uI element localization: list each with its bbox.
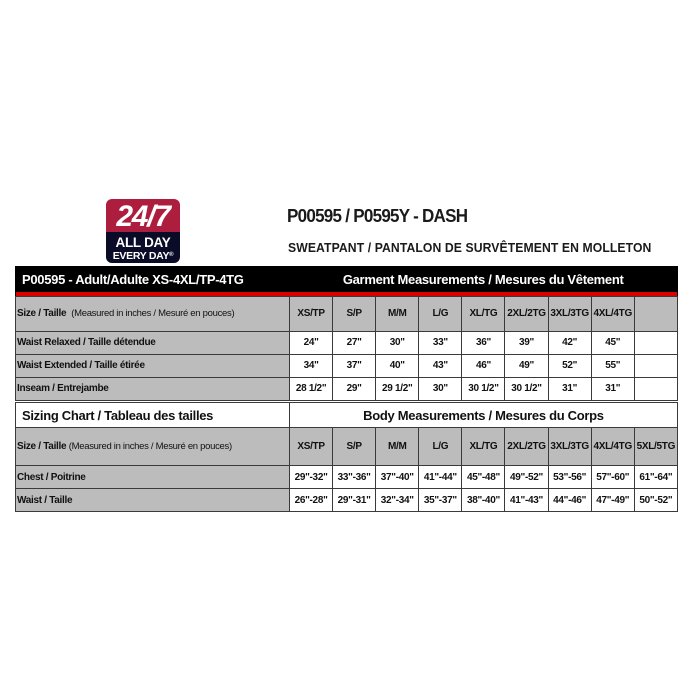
svg-text:EVERY DAY®: EVERY DAY® bbox=[113, 250, 174, 262]
svg-text:24/7: 24/7 bbox=[115, 200, 172, 233]
svg-text:ALL DAY: ALL DAY bbox=[116, 235, 171, 250]
